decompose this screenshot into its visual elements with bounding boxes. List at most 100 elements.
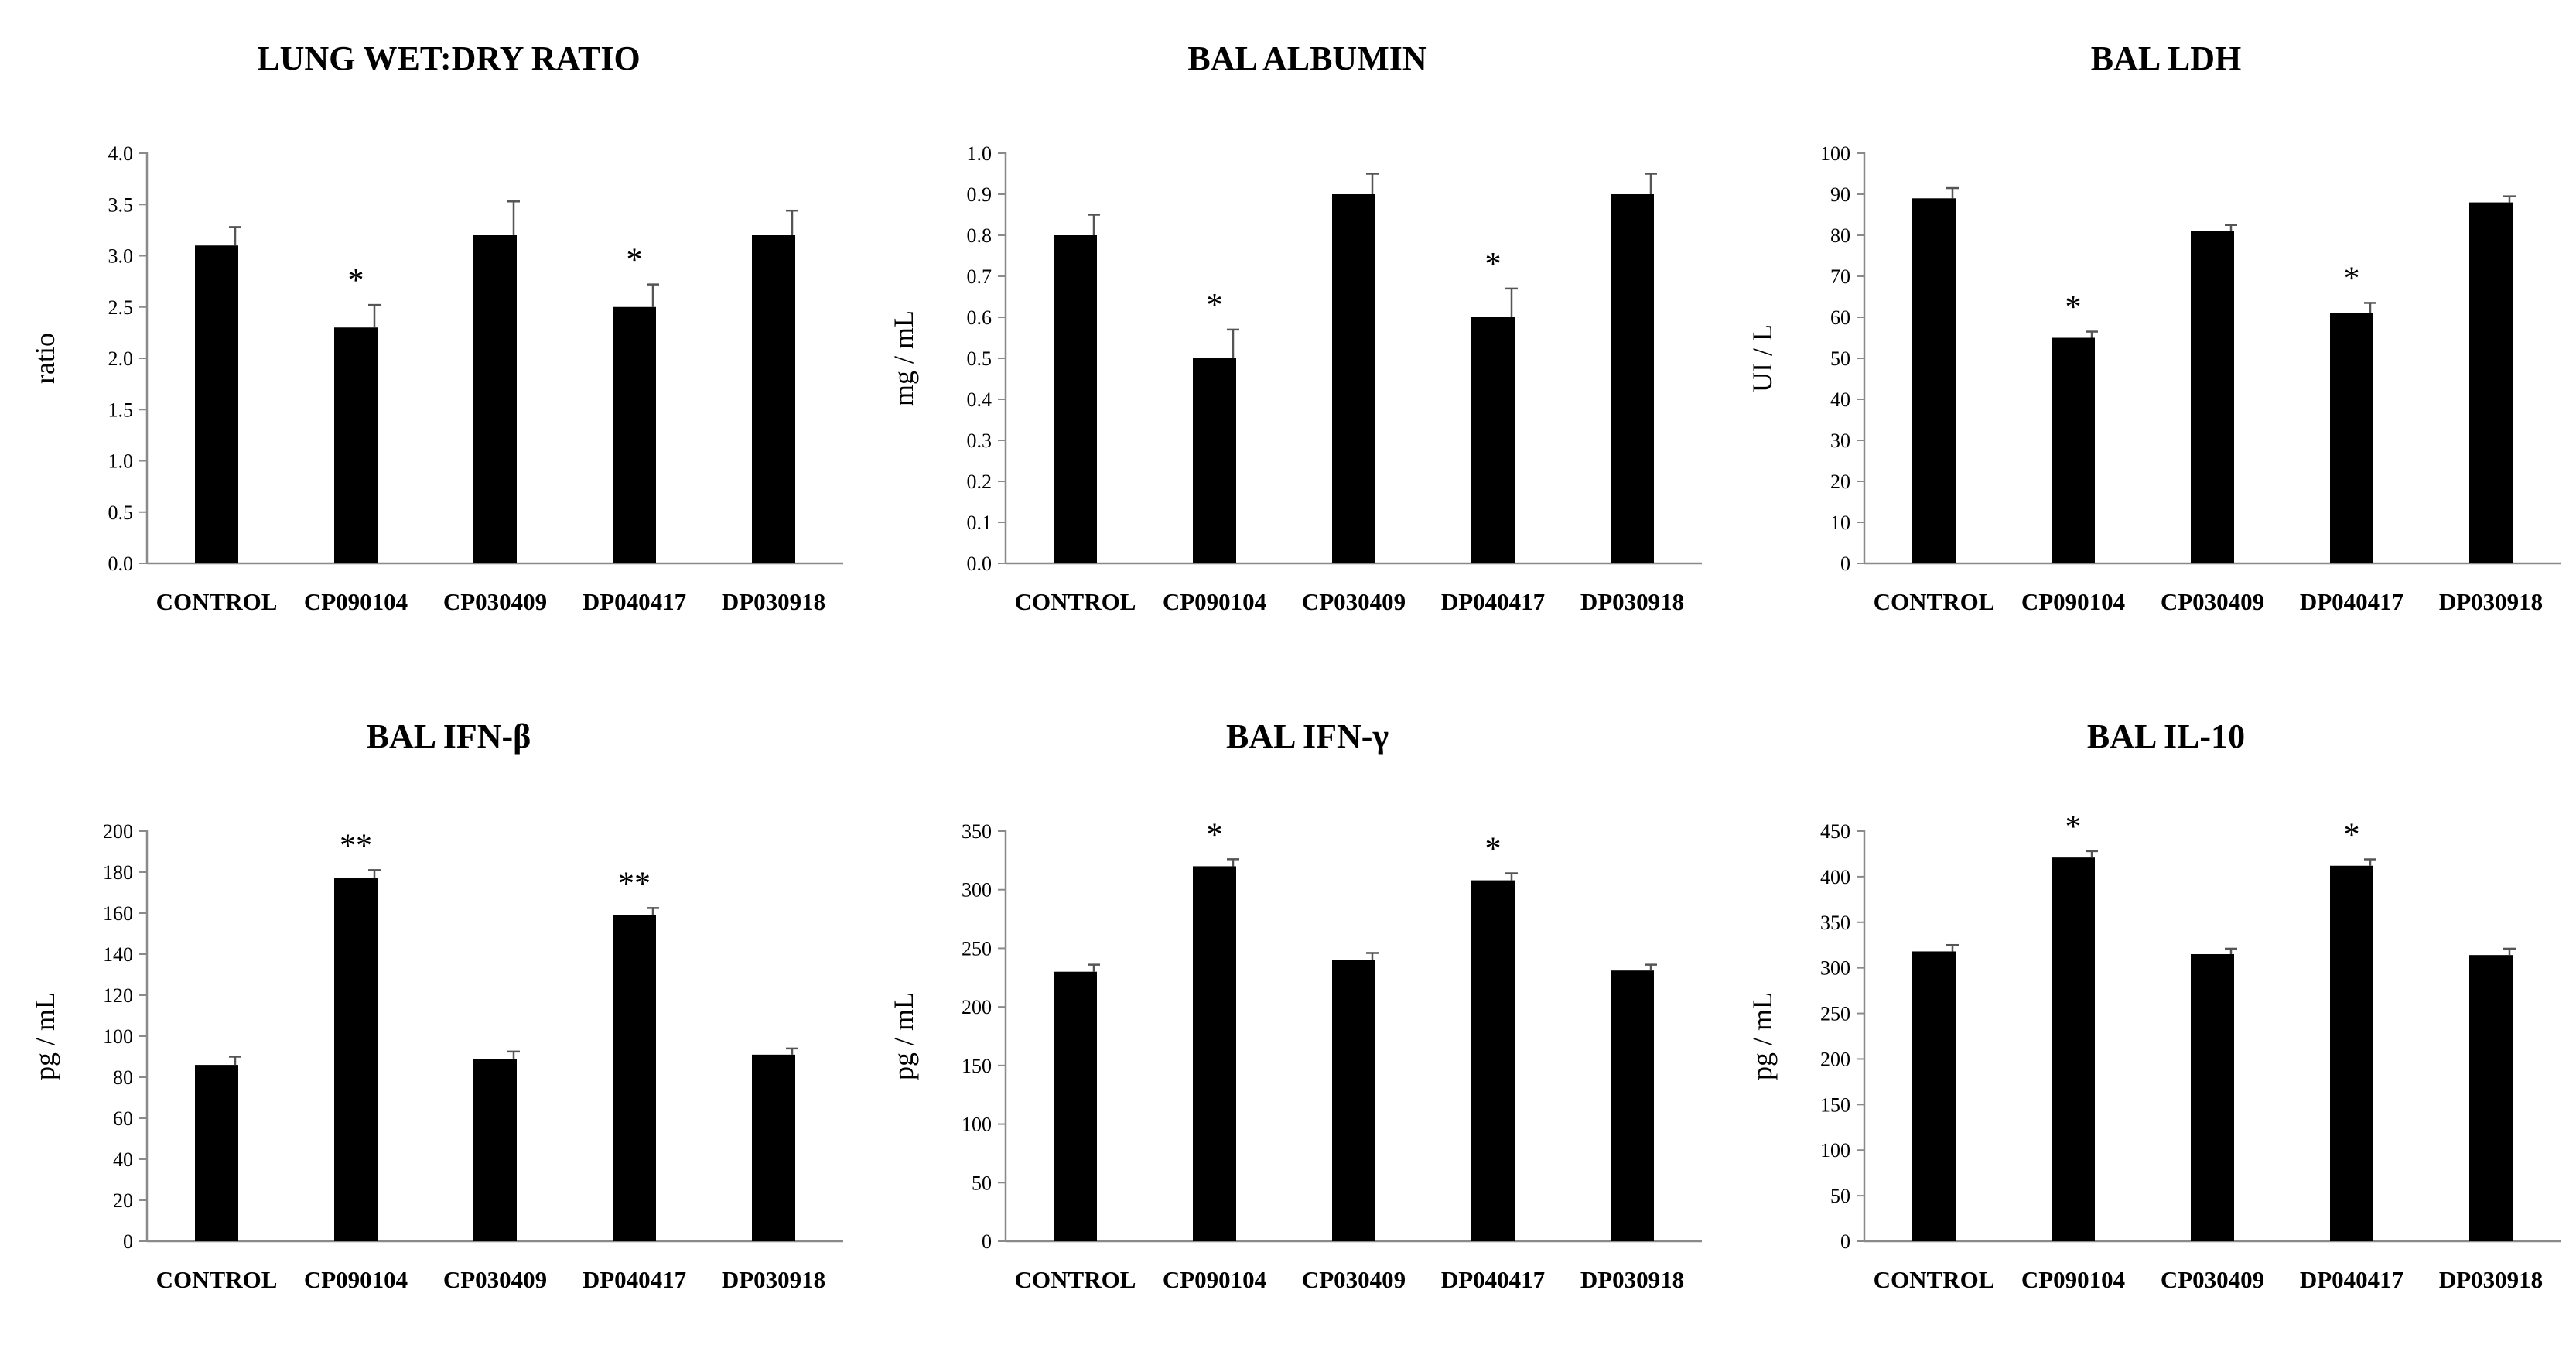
y-tick-label: 400 (1820, 866, 1850, 888)
y-tick-label: 20 (1830, 470, 1850, 493)
y-tick-label: 4.0 (108, 142, 134, 165)
y-tick-label: 80 (1830, 224, 1850, 247)
y-tick-label: 150 (962, 1055, 992, 1077)
y-tick-label: 0.9 (967, 183, 992, 206)
y-tick-label: 150 (1820, 1093, 1850, 1116)
y-axis-label: ratio (29, 333, 60, 384)
y-tick-label: 0 (123, 1230, 133, 1253)
bar-cp030409 (2191, 231, 2234, 563)
y-tick-label: 1.5 (108, 399, 134, 421)
chart-panel-lung-wet-dry-ratio: LUNG WET:DRY RATIO ratio 0.0 0.5 1.0 1.5 2.0 2.… (0, 0, 859, 677)
x-tick-label: CP030409 (1302, 1266, 1406, 1293)
x-tick-label: CP030409 (2161, 1266, 2264, 1293)
chart-title: BAL IL-10 (2087, 717, 2245, 755)
x-tick-label: CP090104 (304, 1266, 408, 1293)
x-tick-label: DP030918 (2439, 588, 2543, 615)
y-tick-label: 0.5 (967, 347, 992, 370)
significance-marker: * (2344, 261, 2360, 296)
y-tick-label: 0.8 (967, 224, 992, 247)
y-tick-label: 1.0 (967, 142, 992, 165)
y-tick-label: 0.1 (967, 512, 992, 534)
y-tick-label: 0.0 (108, 553, 134, 575)
y-tick-label: 90 (1830, 183, 1850, 206)
y-tick-label: 50 (1830, 347, 1850, 370)
y-tick-label: 0.5 (108, 501, 134, 524)
chart-panel-bal-ifn-beta: BAL IFN-β pg / mL 0 20 40 60 80 100 120 140 160 180… (0, 678, 859, 1355)
x-tick-label: DP040417 (583, 588, 686, 615)
chart-panel-bal-ifn-gamma: BAL IFN-γ pg / mL 0 50 100 150 200 250 300 350 CON… (859, 678, 1717, 1355)
bar-dp030918 (752, 235, 795, 563)
y-axis-label: pg / mL (1747, 992, 1778, 1080)
y-tick-label: 40 (1830, 388, 1850, 411)
bar-dp030918 (2469, 955, 2513, 1241)
chart-svg: BAL IFN-β pg / mL 0 20 40 60 80 100 120 140 160 180… (29, 717, 843, 1293)
x-tick-label: DP030918 (1580, 588, 1684, 615)
x-tick-label: CP030409 (443, 588, 547, 615)
bar-dp040417 (1471, 880, 1515, 1241)
y-tick-label: 0.3 (967, 429, 992, 452)
x-tick-label: DP030918 (722, 588, 825, 615)
chart-title: BAL IFN-β (367, 717, 531, 755)
chart-svg: BAL IL-10 pg / mL 0 50 100 150 200 250 300 350 400… (1747, 717, 2561, 1293)
significance-marker: * (2344, 818, 2360, 854)
chart-panel-bal-ldh: BAL LDH UI / L 0 10 20 30 40 50 60 70 80 90 100 CONTR… (1717, 0, 2576, 677)
bar-cp090104 (334, 327, 378, 563)
y-tick-label: 0 (1840, 553, 1850, 575)
y-tick-label: 250 (1820, 1003, 1850, 1025)
x-tick-label: CP090104 (1163, 588, 1266, 615)
bar-control (1912, 951, 1956, 1241)
bar-cp030409 (473, 235, 517, 563)
x-tick-label: DP030918 (2439, 1266, 2543, 1293)
y-axis-label: pg / mL (29, 992, 60, 1080)
bar-cp090104 (2052, 337, 2095, 563)
x-tick-label: DP030918 (722, 1266, 825, 1293)
significance-marker: * (348, 263, 364, 299)
bar-cp090104 (2052, 857, 2095, 1241)
y-axis-label: mg / mL (888, 310, 919, 406)
y-tick-label: 0.6 (967, 306, 992, 329)
y-tick-label: 120 (103, 984, 133, 1007)
bar-control (1054, 971, 1097, 1241)
significance-marker: * (627, 243, 643, 279)
y-tick-label: 40 (113, 1148, 133, 1171)
significance-marker: ** (618, 866, 651, 902)
significance-marker: ** (340, 828, 372, 864)
x-tick-label: DP040417 (1441, 1266, 1545, 1293)
chart-panel-bal-il-10: BAL IL-10 pg / mL 0 50 100 150 200 250 300 350 400… (1717, 678, 2576, 1355)
y-tick-label: 250 (962, 937, 992, 960)
bar-dp030918 (1611, 970, 1654, 1241)
bar-cp030409 (1332, 960, 1375, 1241)
chart-title: LUNG WET:DRY RATIO (257, 39, 641, 77)
bar-control (195, 1065, 238, 1241)
y-tick-label: 80 (113, 1066, 133, 1089)
y-tick-label: 0.7 (967, 265, 992, 288)
x-tick-label: DP040417 (2300, 588, 2403, 615)
y-axis-label: pg / mL (888, 992, 919, 1080)
chart-title: BAL LDH (2091, 39, 2241, 77)
x-tick-label: CONTROL (156, 1266, 278, 1293)
chart-svg: BAL IFN-γ pg / mL 0 50 100 150 200 250 300 350 CON… (888, 717, 1702, 1293)
x-tick-label: DP030918 (1580, 1266, 1684, 1293)
chart-svg: BAL ALBUMIN mg / mL 0.0 0.1 0.2 0.3 0.4 0.5 0.6 0… (888, 39, 1702, 615)
y-axis-label: UI / L (1747, 324, 1778, 392)
x-tick-label: CP090104 (1163, 1266, 1266, 1293)
x-tick-label: CP090104 (2021, 588, 2125, 615)
chart-svg: BAL LDH UI / L 0 10 20 30 40 50 60 70 80 90 100 CONTR… (1747, 39, 2561, 615)
y-tick-label: 2.5 (108, 296, 134, 319)
y-tick-label: 100 (1820, 1139, 1850, 1162)
bar-cp090104 (1193, 358, 1236, 563)
y-tick-label: 0 (1840, 1230, 1850, 1253)
chart-svg: LUNG WET:DRY RATIO ratio 0.0 0.5 1.0 1.5 2.0 2.… (29, 39, 843, 615)
x-tick-label: CONTROL (1874, 1266, 1995, 1293)
y-tick-label: 100 (962, 1114, 992, 1136)
y-tick-label: 350 (1820, 912, 1850, 934)
y-tick-label: 0.4 (967, 388, 992, 411)
y-tick-label: 140 (103, 943, 133, 966)
y-tick-label: 0 (982, 1230, 992, 1253)
y-tick-label: 300 (1820, 957, 1850, 980)
bar-cp090104 (334, 878, 378, 1241)
significance-marker: * (1207, 288, 1223, 323)
x-tick-label: DP040417 (2300, 1266, 2403, 1293)
bar-dp040417 (613, 306, 656, 563)
bar-control (1054, 235, 1097, 563)
